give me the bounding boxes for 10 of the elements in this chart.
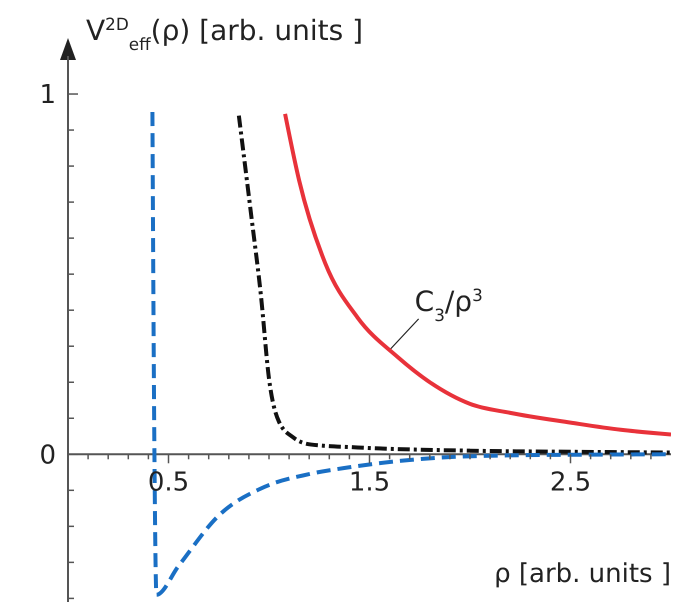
line-series xyxy=(236,114,671,454)
x-tick-label: 2.5 xyxy=(550,467,592,498)
y-axis-title: V$^{2D}$$_{eff}$(ρ) [arb. units ] xyxy=(86,14,364,54)
x-axis-title: ρ [arb. units ] xyxy=(494,559,671,589)
y-tick-label: 1 xyxy=(39,80,56,110)
y-tick-label: 0 xyxy=(39,440,56,470)
line-series xyxy=(283,112,671,436)
annotation: C$_{3}$/ρ$^{3}$ xyxy=(414,284,483,325)
x-tick-label: 1.5 xyxy=(348,467,390,498)
x-tick-label: 0.5 xyxy=(148,467,190,498)
